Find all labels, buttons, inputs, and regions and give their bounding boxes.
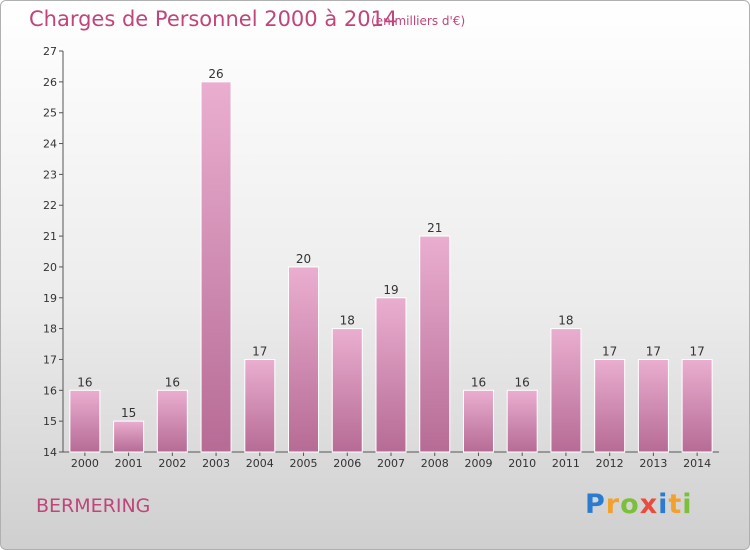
- y-tick-label: 22: [43, 199, 57, 212]
- town-name: BERMERING: [36, 495, 151, 517]
- x-tick-label: 2000: [71, 457, 99, 470]
- bar-value-label: 16: [77, 375, 92, 389]
- x-tick-label: 2011: [552, 457, 580, 470]
- y-tick-label: 15: [43, 415, 57, 428]
- bar-value-label: 15: [121, 406, 136, 420]
- x-tick-label: 2001: [115, 457, 143, 470]
- y-tick-label: 18: [43, 323, 57, 336]
- bar: [681, 358, 713, 453]
- y-tick-label: 19: [43, 292, 57, 305]
- y-tick-label: 17: [43, 353, 57, 366]
- bar-value-label: 18: [558, 314, 573, 328]
- x-tick-label: 2006: [333, 457, 361, 470]
- x-tick-label: 2005: [290, 457, 318, 470]
- proxiti-logo: Proxiti: [585, 489, 693, 520]
- bar-value-label: 21: [427, 221, 442, 235]
- bar: [69, 389, 101, 453]
- y-tick-label: 21: [43, 230, 57, 243]
- bar: [331, 328, 363, 453]
- bar: [594, 358, 626, 453]
- y-tick-label: 26: [43, 76, 57, 89]
- x-tick-label: 2013: [639, 457, 667, 470]
- y-tick-label: 27: [43, 45, 57, 58]
- bar: [200, 81, 232, 453]
- x-tick-label: 2007: [377, 457, 405, 470]
- bar: [288, 266, 320, 453]
- bar-value-label: 17: [689, 344, 704, 358]
- y-tick-label: 16: [43, 384, 57, 397]
- bar: [550, 328, 582, 453]
- bar-value-label: 20: [296, 252, 311, 266]
- bar: [244, 358, 276, 453]
- y-tick-label: 23: [43, 168, 57, 181]
- y-tick-label: 25: [43, 107, 57, 120]
- bar-value-label: 16: [471, 375, 486, 389]
- bar: [156, 389, 188, 453]
- bar-value-label: 26: [208, 67, 223, 81]
- bar: [506, 389, 538, 453]
- y-tick-label: 14: [43, 446, 57, 459]
- bar: [375, 297, 407, 453]
- chart-title: Charges de Personnel 2000 à 2014: [29, 7, 398, 31]
- bar-value-label: 16: [165, 375, 180, 389]
- bar-value-label: 17: [646, 344, 661, 358]
- x-tick-label: 2012: [596, 457, 624, 470]
- y-tick-label: 24: [43, 138, 57, 151]
- x-tick-label: 2010: [508, 457, 536, 470]
- bar-value-label: 18: [340, 314, 355, 328]
- bar-value-label: 17: [252, 344, 267, 358]
- x-tick-label: 2002: [158, 457, 186, 470]
- x-tick-label: 2003: [202, 457, 230, 470]
- bar: [113, 420, 145, 453]
- bar-value-label: 16: [515, 375, 530, 389]
- bar-value-label: 17: [602, 344, 617, 358]
- bar: [462, 389, 494, 453]
- x-tick-label: 2009: [464, 457, 492, 470]
- x-tick-label: 2008: [421, 457, 449, 470]
- bar-value-label: 19: [383, 283, 398, 297]
- chart-subtitle: (en milliers d'€): [371, 14, 466, 28]
- bar: [419, 235, 451, 453]
- x-tick-label: 2004: [246, 457, 274, 470]
- x-tick-label: 2014: [683, 457, 711, 470]
- bar: [637, 358, 669, 453]
- y-tick-label: 20: [43, 261, 57, 274]
